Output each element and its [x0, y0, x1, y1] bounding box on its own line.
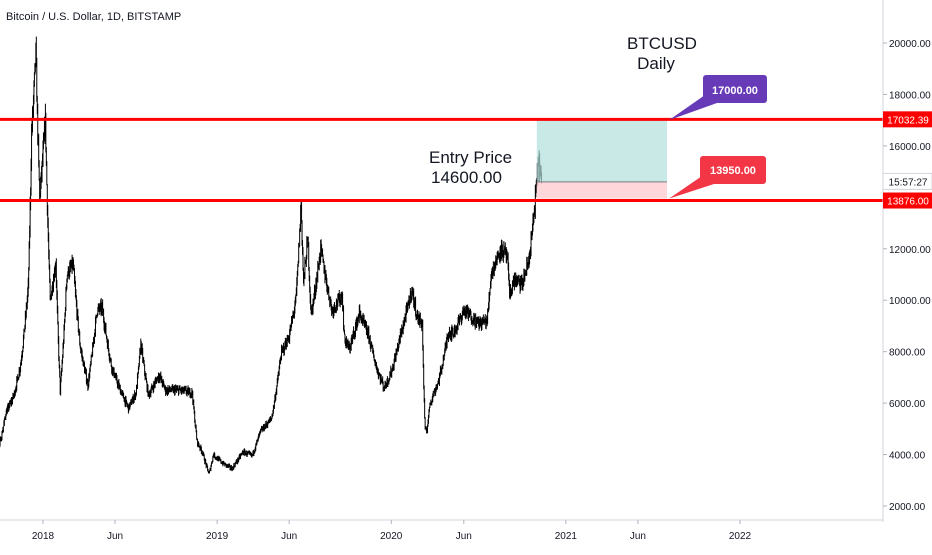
clock-tag: 15:57:27	[889, 177, 928, 188]
symbol-title: Bitcoin / U.S. Dollar, 1D, BITSTAMP	[6, 11, 182, 23]
stop-badge[interactable]: 13950.00	[669, 156, 766, 199]
x-tick-label: Jun	[281, 531, 297, 542]
clock-tag-box	[882, 172, 932, 190]
x-tick-label: 2020	[380, 531, 403, 542]
price-axis-tags: 17032.39 13876.00 15:57:27	[882, 111, 932, 209]
stop-badge-text: 13950.00	[710, 165, 756, 177]
x-tick-label: 2021	[555, 531, 578, 542]
profit-zone[interactable]	[536, 120, 668, 182]
loss-zone[interactable]	[536, 181, 668, 199]
y-tick-label: 16000.00	[889, 142, 931, 153]
y-tick-label: 18000.00	[889, 90, 931, 101]
price-tag-box-1	[883, 192, 932, 209]
y-tick-label: 10000.00	[889, 296, 931, 307]
price-tag-box-0	[883, 111, 932, 128]
long-position-tool[interactable]	[536, 120, 668, 199]
x-tick-label: Jun	[630, 531, 646, 542]
x-tick-label: Jun	[107, 531, 123, 542]
x-tick-label: Jun	[456, 531, 472, 542]
y-tick-label: 12000.00	[889, 245, 931, 256]
y-tick-label: 20000.00	[889, 39, 931, 50]
stop-badge-box	[700, 156, 766, 184]
chart-label-symbol[interactable]: BTCUSD	[627, 34, 697, 53]
target-badge-box	[703, 75, 767, 103]
price-tag-0: 17032.39	[887, 115, 929, 126]
x-tick-label: 2018	[32, 531, 55, 542]
target-badge[interactable]: 17000.00	[669, 75, 767, 121]
price-tag-1: 13876.00	[887, 197, 929, 208]
chart-label-interval[interactable]: Daily	[637, 54, 675, 73]
time-axis[interactable]: 2018 Jun 2019 Jun 2020 Jun 2021 Jun 2022	[32, 520, 752, 542]
x-tick-label: 2019	[206, 531, 229, 542]
price-series	[0, 36, 543, 474]
y-tick-label: 4000.00	[889, 451, 926, 462]
y-tick-label: 6000.00	[889, 399, 926, 410]
target-badge-text: 17000.00	[712, 85, 758, 97]
entry-price-value[interactable]: 14600.00	[431, 168, 502, 187]
horizontal-lines[interactable]	[0, 117, 883, 203]
y-tick-label: 2000.00	[889, 502, 926, 513]
entry-price-label[interactable]: Entry Price	[429, 148, 512, 167]
x-tick-label: 2022	[729, 531, 752, 542]
y-tick-label: 8000.00	[889, 348, 926, 359]
